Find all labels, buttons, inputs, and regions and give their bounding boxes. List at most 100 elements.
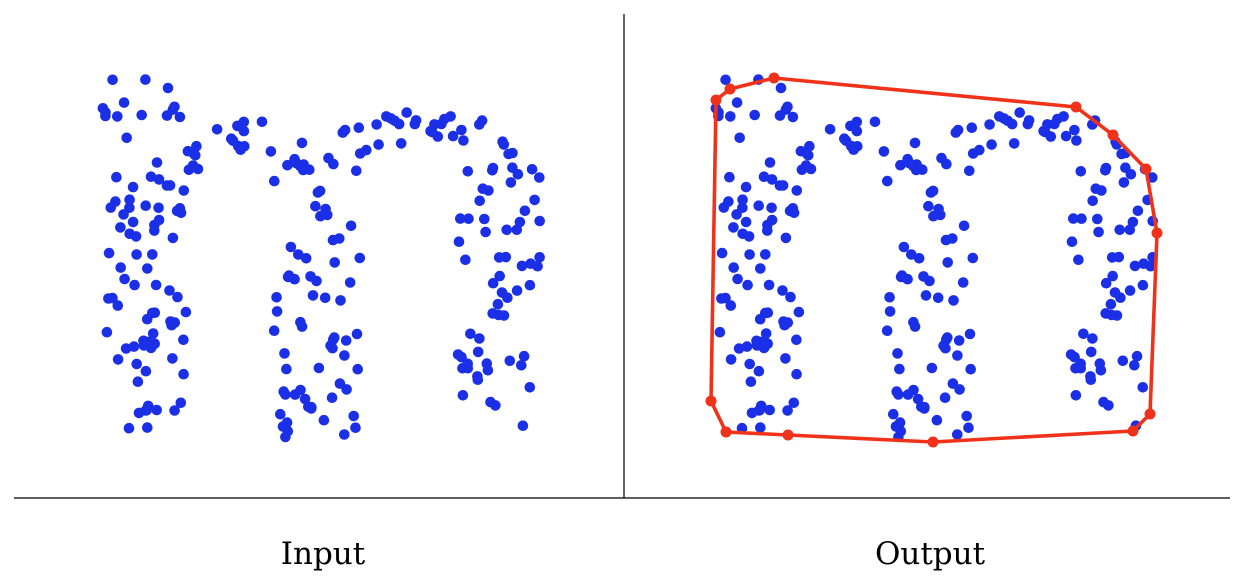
output-point [782,101,793,113]
input-point [498,139,510,150]
output-point [1045,131,1057,142]
input-point [151,157,163,168]
output-point [755,400,767,412]
output-point [942,257,953,268]
output-point [766,174,778,185]
input-point [133,407,145,419]
input-point [351,328,363,340]
input-point [277,421,289,432]
output-point [884,306,896,317]
input-point [174,111,186,123]
output-point [766,202,777,214]
hull-vertex [768,72,780,84]
input-point [238,125,250,137]
input-point [534,172,545,183]
output-point [964,165,975,177]
input-point [285,241,297,253]
output-caption: Output [874,536,986,572]
input-point [494,270,506,282]
input-point [124,194,135,205]
output-point [882,175,893,187]
output-point [740,216,752,228]
output-point [952,350,963,361]
input-caption: Input [280,536,366,572]
output-point [756,336,767,348]
input-point [479,213,490,225]
input-point [534,251,545,263]
input-point [271,306,283,317]
output-point [888,408,899,420]
input-point [167,353,178,364]
input-point [149,307,161,319]
output-point [948,295,959,306]
output-point [716,293,727,304]
output-point [942,332,953,343]
input-point [188,148,200,160]
input-point-cloud [97,74,545,443]
output-point [1113,251,1125,263]
input-point [107,74,118,86]
input-point [526,164,538,175]
input-point [110,196,121,207]
input-point [296,137,308,149]
input-point [180,306,192,318]
output-point [1137,279,1149,291]
output-point [878,146,890,157]
input-point [327,234,339,246]
input-point [299,393,311,405]
input-point [490,400,501,411]
output-point [1073,254,1084,266]
input-point [340,335,352,346]
input-point [514,216,526,228]
output-point [984,119,995,130]
input-point [487,165,498,176]
input-point [131,358,142,370]
input-point [192,163,204,175]
output-point [1105,298,1117,310]
input-point [282,159,293,171]
output-point [869,116,881,128]
output-point [912,393,924,405]
output-point [775,82,787,94]
output-point [725,300,737,311]
input-point [455,213,466,224]
input-point [518,350,530,362]
output-point [762,225,773,236]
output-point [902,153,913,165]
input-point [534,215,545,227]
convex-hull [709,76,1159,444]
output-point [785,291,796,303]
output-point [779,319,790,331]
input-point [341,384,352,395]
output-point [777,285,788,296]
input-point [474,195,486,207]
input-point [167,232,179,244]
input-point [352,363,364,375]
input-point [142,400,154,412]
input-point [112,300,124,311]
output-point [1107,270,1118,282]
input-point [345,220,357,232]
input-point [142,263,153,274]
input-point [147,328,159,339]
output-point [777,180,789,191]
hull-vertex [927,436,939,448]
output-point [764,157,776,168]
input-point [123,422,135,434]
output-point [986,139,997,150]
output-point [734,132,745,144]
input-point [118,97,130,108]
input-point [319,292,331,304]
output-point [1023,115,1035,126]
output-point [931,414,943,426]
output-point [788,397,800,409]
output-point [787,111,799,123]
output-point [764,404,775,416]
input-point [127,216,139,228]
output-point [902,389,914,400]
output-point-cloud [710,74,1158,443]
input-point [162,82,174,94]
input-point [480,226,491,238]
input-point [121,132,132,144]
hull-vertex [1140,163,1152,175]
